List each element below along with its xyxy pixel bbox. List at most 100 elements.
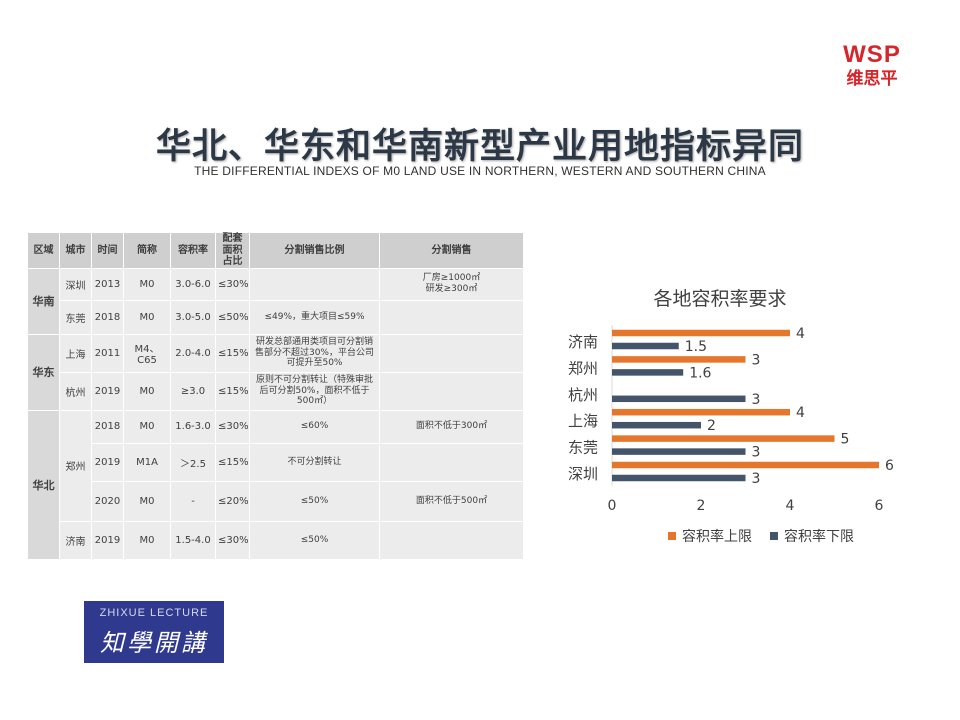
table-cell: 2011 (91, 333, 124, 373)
table-cell: 3.0-6.0 (170, 267, 216, 301)
wsp-logo: WSP 维思平 (834, 40, 910, 94)
header-far: 容积率 (170, 232, 216, 269)
table-cell: 2019 (91, 520, 124, 560)
table-cell: 1.5-4.0 (170, 520, 216, 560)
table-cell: M1A (123, 442, 171, 482)
chart-title: 各地容积率要求 (653, 288, 787, 310)
data-label: 3 (752, 392, 761, 408)
data-label: 2 (707, 418, 716, 434)
bar-lower (612, 474, 746, 482)
table-cell: 2019 (91, 371, 124, 411)
x-tick-label: 0 (608, 498, 617, 514)
table-cell: ≤30% (215, 267, 250, 301)
table-cell (379, 442, 524, 482)
category-label: 杭州 (568, 386, 598, 404)
table-cell: ≤15% (215, 371, 250, 411)
table-row: 2019 M1A ＞2.5 ≤15% 不可分割转让 (28, 442, 524, 482)
logo-cn: 维思平 (846, 69, 898, 89)
category-label: 济南 (568, 333, 598, 351)
table-cell: 1.6-3.0 (170, 409, 216, 444)
table-cell: ≤15% (215, 333, 250, 373)
table-cell: 面积不低于300㎡ (379, 409, 524, 444)
header-year: 时间 (91, 232, 124, 269)
table-cell (379, 520, 524, 560)
bar-lower (612, 421, 701, 429)
bar-lower (612, 342, 679, 350)
table-cell: 2019 (91, 442, 124, 482)
data-label: 3 (752, 471, 761, 487)
bar-upper (612, 408, 790, 416)
legend-item-upper: 容积率上限 (668, 526, 752, 546)
category-label: 上海 (568, 412, 598, 430)
data-label: 1.6 (689, 365, 711, 381)
region-cell: 华南 (27, 267, 60, 335)
table-cell: 面积不低于500㎡ (379, 480, 524, 522)
page-title: 华北、华东和华南新型产业用地指标异同 (155, 127, 804, 167)
table-row: 华北 郑州 2018 M0 1.6-3.0 ≤30% ≤60% 面积不低于300… (27, 409, 524, 560)
table-cell: 厂房≥1000㎡ 研发≥300㎡ (379, 267, 524, 301)
data-label: 4 (796, 326, 805, 342)
indicator-table-wrap: 区域 城市 时间 简称 容积率 配套面积占比 分割销售比例 分割销售 华南 深圳… (27, 232, 524, 560)
category-label: 郑州 (568, 359, 598, 377)
table-cell: 济南 (59, 520, 92, 560)
table-cell (379, 333, 524, 373)
header-city: 城市 (59, 232, 92, 269)
table-cell: M0 (123, 267, 171, 301)
header-abbr: 简称 (123, 232, 171, 269)
bar-upper (612, 461, 879, 469)
table-cell: 杭州 (59, 371, 92, 411)
table-cell: M4、C65 (123, 333, 171, 373)
chart-legend: 容积率上限 容积率下限 (668, 526, 854, 546)
table-cell: - (170, 480, 216, 522)
table-row: 华东 上海 2011 M4、C65 2.0-4.0 ≤15% 研发总部通用类项目… (27, 333, 524, 411)
data-label: 1.5 (685, 339, 707, 355)
data-label: 4 (796, 405, 805, 421)
table-row: 杭州 2019 M0 ≥3.0 ≤15% 原则不可分割转让（特殊审批后可分割50… (28, 371, 524, 411)
table-cell: ≤30% (215, 409, 250, 444)
table-cell: ≤20% (215, 480, 250, 522)
legend-label-lower: 容积率下限 (784, 529, 854, 545)
table-cell: M0 (123, 520, 171, 560)
table-row: 华南 深圳 2013 M0 3.0-6.0 ≤30% 厂房≥1000㎡ 研发≥3… (27, 267, 524, 335)
category-label: 深圳 (568, 465, 598, 483)
table-cell: 研发总部通用类项目可分割销售部分不超过30%，平台公司可提升至50% (249, 333, 380, 373)
legend-label-upper: 容积率上限 (682, 529, 752, 545)
data-label: 5 (841, 432, 850, 448)
indicator-table: 区域 城市 时间 简称 容积率 配套面积占比 分割销售比例 分割销售 华南 深圳… (27, 232, 524, 560)
legend-swatch-upper (668, 532, 676, 540)
bar-lower (612, 369, 684, 376)
table-cell: M0 (123, 409, 171, 444)
x-tick-label: 4 (786, 498, 795, 514)
data-label: 3 (752, 352, 761, 368)
bar-upper (612, 329, 790, 337)
table-cell: 3.0-5.0 (170, 299, 216, 335)
table-cell (379, 371, 524, 411)
badge-en: ZHIXUE LECTURE (99, 607, 209, 619)
table-cell: 2018 (91, 299, 124, 335)
table-cell: ＞2.5 (170, 442, 216, 482)
table-row: 济南 2019 M0 1.5-4.0 ≤30% ≤50% (28, 520, 524, 560)
page-subtitle: THE DIFFERENTIAL INDEXS OF M0 LAND USE I… (194, 164, 766, 178)
table-cell: 上海 (59, 333, 92, 373)
table-cell: M0 (123, 299, 171, 335)
bar-upper (612, 356, 746, 363)
data-label: 6 (885, 458, 894, 474)
header-split-ratio: 分割销售比例 (249, 232, 380, 269)
bar-lower (612, 448, 746, 455)
table-cell: 2018 (91, 409, 124, 444)
bar-upper (612, 435, 835, 442)
table-cell: 2013 (91, 267, 124, 301)
table-cell: ≤50% (249, 520, 380, 560)
table-cell: ≤49%，重大项目≤59% (249, 299, 380, 335)
header-support-ratio: 配套面积占比 (215, 232, 250, 269)
table-cell: M0 (123, 480, 171, 522)
table-cell: 原则不可分割转让（特殊审批后可分割50%，面积不低于500㎡） (249, 371, 380, 411)
table-header-row: 区域 城市 时间 简称 容积率 配套面积占比 分割销售比例 分割销售 (27, 232, 524, 269)
badge-cn: 知學開講 (100, 629, 208, 657)
table-cell: 2.0-4.0 (170, 333, 216, 373)
legend-swatch-lower (770, 532, 778, 540)
table-cell: 不可分割转让 (249, 442, 380, 482)
bar-lower (612, 395, 746, 403)
table-cell: ≤15% (215, 442, 250, 482)
